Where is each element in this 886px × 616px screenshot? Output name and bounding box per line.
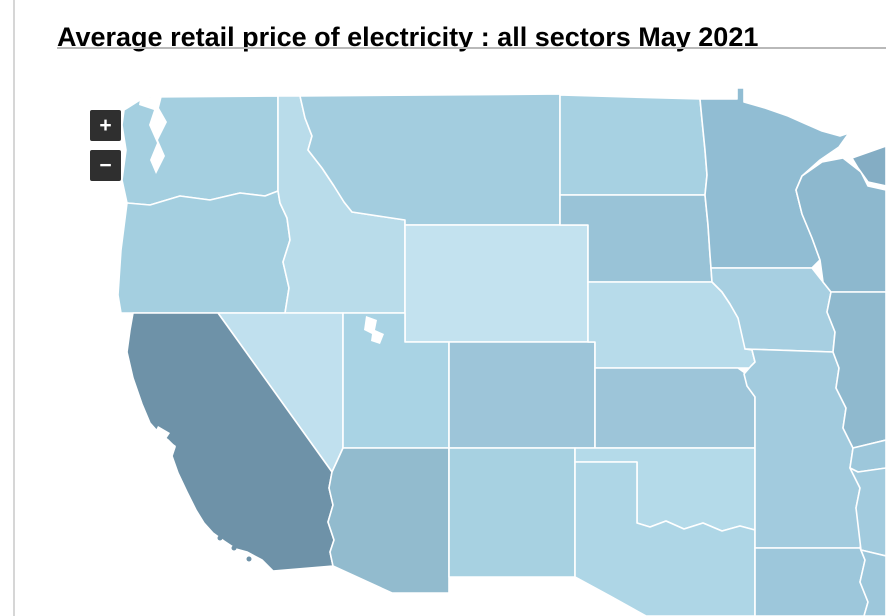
state-wyoming[interactable] <box>404 224 589 343</box>
state-oregon[interactable] <box>117 190 291 314</box>
left-border-rule <box>13 0 15 616</box>
channel-island <box>217 535 223 541</box>
state-arizona[interactable] <box>327 447 450 594</box>
title-divider <box>57 47 886 49</box>
state-illinois[interactable] <box>826 291 886 449</box>
state-michigan[interactable] <box>851 145 886 187</box>
state-north-dakota[interactable] <box>559 94 708 196</box>
state-texas[interactable] <box>574 461 756 616</box>
state-new-mexico[interactable] <box>448 447 576 578</box>
channel-island <box>231 545 237 551</box>
san-francisco-bay <box>155 426 176 453</box>
map-zoom-out-button[interactable]: − <box>90 150 121 181</box>
great-salt-lake <box>364 316 384 344</box>
state-washington[interactable] <box>121 95 279 206</box>
channel-island <box>246 556 252 562</box>
puget-sound-water <box>139 96 167 174</box>
state-kansas[interactable] <box>594 367 756 449</box>
state-mississippi[interactable] <box>859 549 886 616</box>
map-zoom-in-button[interactable]: + <box>90 110 121 141</box>
state-arkansas[interactable] <box>754 547 869 616</box>
state-colorado[interactable] <box>448 341 596 449</box>
